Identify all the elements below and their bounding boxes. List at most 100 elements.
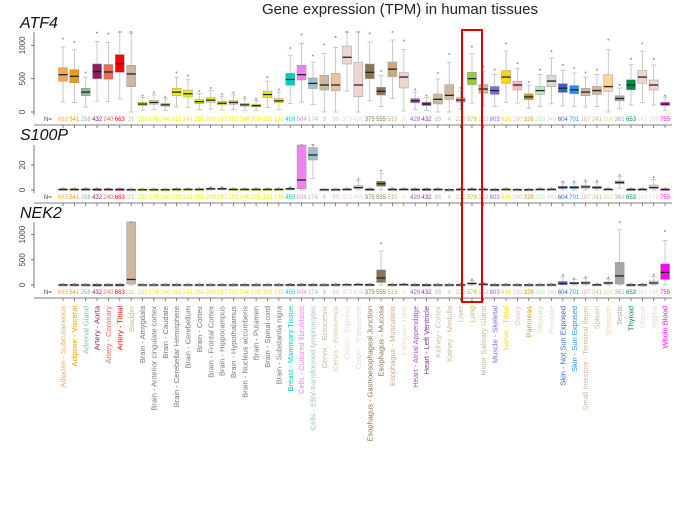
- n-label: 220: [456, 195, 467, 201]
- box-38: [489, 68, 500, 107]
- outlier-point: [380, 69, 383, 72]
- outlier-point: [436, 283, 439, 286]
- n-label: 85: [435, 195, 442, 201]
- box-20: [285, 282, 295, 287]
- box-13: [205, 87, 216, 110]
- outlier-point: [323, 187, 326, 190]
- outlier-point: [607, 187, 610, 190]
- outlier-point: [118, 282, 121, 285]
- outlier-point: [311, 144, 314, 146]
- outlier-point: [470, 187, 473, 190]
- outlier-point: [550, 282, 553, 285]
- x-tick-label: Artery - Tibial: [115, 306, 124, 351]
- box-33: [433, 283, 443, 287]
- box-30: [399, 187, 409, 191]
- outlier-point: [118, 31, 121, 33]
- box-19: [274, 283, 284, 287]
- outlier-point: [539, 68, 542, 71]
- box-26: [353, 282, 364, 287]
- n-label: 176: [149, 290, 160, 296]
- box-51: [637, 282, 648, 287]
- box-3: [92, 31, 102, 102]
- box-51: [637, 187, 648, 191]
- outlier-point: [255, 97, 258, 100]
- gene-name: S100P: [20, 127, 68, 144]
- iqr-box: [558, 281, 568, 285]
- iqr-box: [308, 147, 318, 161]
- outlier-point: [346, 282, 348, 285]
- box-32: [421, 283, 432, 287]
- n-label: 241: [183, 290, 194, 296]
- outlier-point: [380, 169, 383, 172]
- box-10: [171, 283, 182, 287]
- outlier-point: [73, 282, 76, 285]
- box-39: [501, 42, 511, 104]
- box-1: [69, 40, 80, 103]
- outlier-point: [84, 71, 87, 74]
- box-42: [535, 68, 545, 107]
- outlier-point: [414, 282, 417, 285]
- x-tick-label: Cells - Cultured fibroblasts: [297, 306, 306, 394]
- outlier-point: [448, 283, 451, 286]
- outlier-point: [516, 187, 519, 190]
- n-label: 174: [308, 290, 319, 296]
- n-label: 803: [490, 117, 501, 123]
- n-label: 202: [228, 290, 239, 296]
- n-label: 283: [535, 117, 546, 123]
- outlier-point: [198, 90, 201, 93]
- outlier-point: [550, 187, 553, 190]
- outlier-point: [141, 187, 144, 190]
- n-label: 653: [626, 195, 637, 201]
- n-label: 406: [353, 117, 364, 123]
- x-tick-label: Brain - Hippocampus: [218, 306, 227, 376]
- box-36: [467, 278, 477, 286]
- box-9: [160, 96, 170, 111]
- box-40: [512, 62, 523, 104]
- n-label: 142: [637, 117, 648, 123]
- box-40: [512, 187, 523, 192]
- box-5: [115, 282, 125, 287]
- box-35: [455, 187, 466, 191]
- box-47: [592, 180, 602, 191]
- outlier-point: [243, 96, 246, 99]
- box-5: [115, 31, 125, 100]
- n-label: 555: [376, 290, 387, 296]
- outlier-point: [323, 43, 326, 46]
- outlier-point: [73, 187, 76, 190]
- outlier-point: [164, 96, 167, 99]
- outlier-point: [516, 283, 519, 286]
- outlier-point: [255, 187, 258, 190]
- n-label: 406: [353, 195, 364, 201]
- outlier-point: [107, 187, 110, 190]
- x-tick-label: Artery - Coronary: [104, 306, 113, 364]
- outlier-point: [664, 94, 667, 97]
- n-label: 90: [332, 290, 339, 296]
- box-32: [421, 187, 432, 191]
- n-label: 246: [160, 195, 171, 201]
- outlier-point: [539, 283, 542, 286]
- box-7: [137, 94, 148, 111]
- outlier-point: [493, 68, 496, 71]
- outlier-point: [186, 187, 189, 190]
- outlier-point: [391, 282, 394, 285]
- n-label: 187: [581, 117, 592, 123]
- outlier-point: [573, 277, 576, 280]
- box-35: [455, 87, 466, 110]
- x-tick-label: Skin - Not Sun Exposed: [558, 306, 567, 386]
- box-4: [103, 187, 114, 191]
- x-tick-label: Brain - Substantia nigra: [274, 305, 283, 384]
- outlier-point: [652, 273, 655, 276]
- n-label: 4: [448, 195, 452, 201]
- outlier-point: [266, 76, 269, 79]
- n-label: 240: [103, 195, 114, 201]
- box-11: [183, 187, 193, 191]
- outlier-point: [334, 187, 337, 190]
- box-24: [330, 35, 341, 113]
- box-23: [319, 187, 330, 192]
- box-4: [103, 32, 114, 102]
- outlier-point: [584, 71, 587, 74]
- box-41: [524, 283, 534, 287]
